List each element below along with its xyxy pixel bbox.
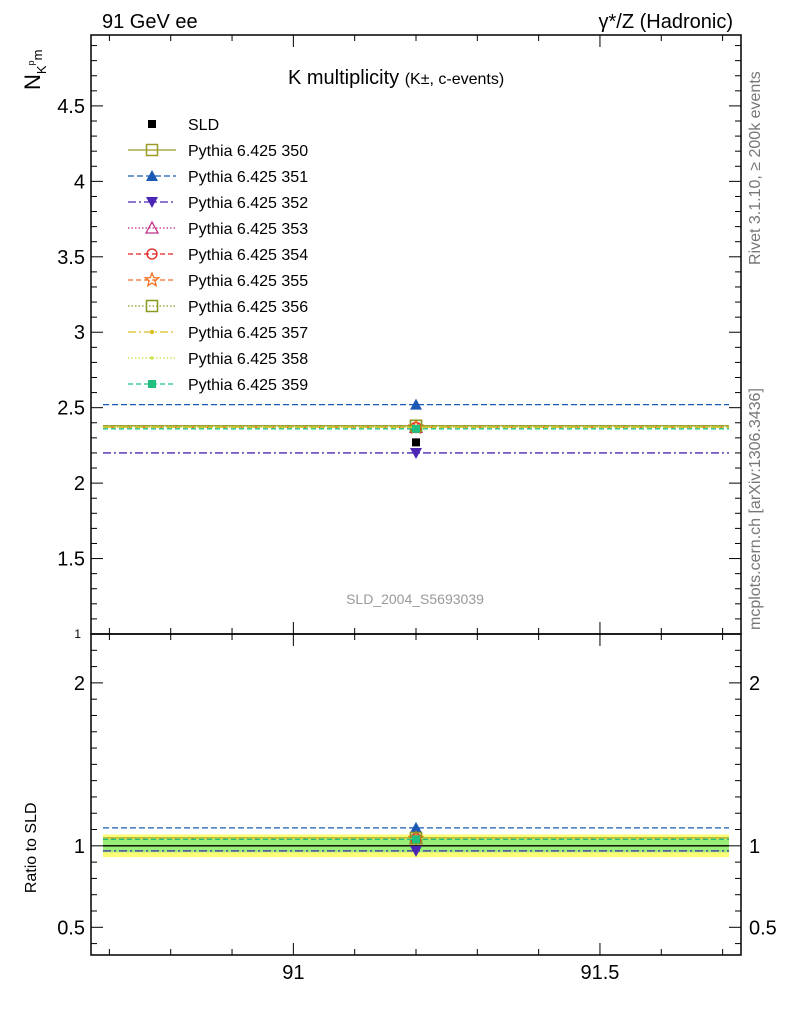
legend-label: Pythia 6.425 351 — [188, 169, 308, 186]
ratio-series-point — [410, 821, 422, 833]
y-axis-label: NKpm — [20, 50, 49, 90]
ratio-series-point — [409, 831, 423, 845]
y-tick-label-bottom: 1 — [74, 627, 81, 641]
ratio-y-tick-label-right: 2 — [749, 673, 760, 695]
series-point — [412, 424, 420, 433]
mcplots-label: mcplots.cern.ch [arXiv:1306.3436] — [747, 388, 764, 630]
ratio-panel: 0.5 0.5 1 1 2 2 Ratio to SLD 91 91.5 — [23, 633, 777, 984]
series-point — [410, 398, 422, 410]
legend-marker — [148, 120, 156, 128]
legend-label: Pythia 6.425 356 — [188, 299, 308, 316]
rivet-label: Rivet 3.1.10, ≥ 200k events — [747, 71, 764, 265]
x-tick-label: 91 — [282, 962, 304, 984]
legend-label: Pythia 6.425 352 — [188, 195, 308, 212]
chart-title: K multiplicity (K±, c-events) — [288, 67, 504, 89]
data-point — [412, 438, 420, 447]
legend-label: Pythia 6.425 355 — [188, 273, 308, 290]
legend-marker — [149, 329, 155, 335]
legend-label: Pythia 6.425 350 — [188, 143, 308, 160]
ratio-series-point — [410, 845, 422, 857]
legend-label: Pythia 6.425 357 — [188, 325, 308, 342]
legend-marker — [146, 248, 158, 260]
legend-marker — [146, 170, 158, 181]
y-tick-label: 3 — [74, 322, 85, 344]
legend-label: Pythia 6.425 359 — [188, 377, 308, 394]
legend-marker — [150, 356, 154, 360]
series-point — [410, 447, 422, 459]
ratio-series-point — [412, 835, 420, 844]
ratio-y-tick-label: 1 — [74, 836, 85, 858]
legend-marker — [145, 143, 159, 157]
y-tick-label: 2 — [74, 473, 85, 495]
ratio-y-tick-label-right: 0.5 — [749, 917, 777, 939]
legend-label: Pythia 6.425 354 — [188, 247, 308, 264]
legend-marker — [148, 380, 156, 388]
legend-label: Pythia 6.425 358 — [188, 351, 308, 368]
legend-marker — [145, 299, 159, 313]
header-left: 91 GeV ee — [102, 11, 198, 33]
y-tick-label: 4.5 — [57, 96, 85, 118]
y-tick-label: 3.5 — [57, 247, 85, 269]
ratio-y-tick-label-right: 1 — [749, 836, 760, 858]
ratio-y-tick-label: 2 — [74, 673, 85, 695]
y-tick-label: 4 — [74, 171, 85, 193]
header-right: γ*/Z (Hadronic) — [599, 11, 733, 33]
x-tick-label: 91.5 — [580, 962, 619, 984]
y-tick-label: 2.5 — [57, 398, 85, 420]
legend-marker — [146, 197, 158, 208]
ratio-frame — [90, 633, 742, 956]
y-tick-label: 1.5 — [57, 549, 85, 571]
ratio-y-tick-label: 0.5 — [57, 917, 85, 939]
analysis-watermark: SLD_2004_S5693039 — [346, 591, 484, 607]
legend-marker — [144, 220, 160, 234]
legend-marker — [143, 271, 161, 288]
main-panel: 1.5 2 2.5 3 3.5 4 4.5 1 NKpm K multiplicity (K±, … — [20, 34, 742, 641]
ratio-y-axis-label: Ratio to SLD — [23, 802, 40, 893]
legend-label: SLD — [188, 117, 219, 134]
legend-label: Pythia 6.425 353 — [188, 221, 308, 238]
